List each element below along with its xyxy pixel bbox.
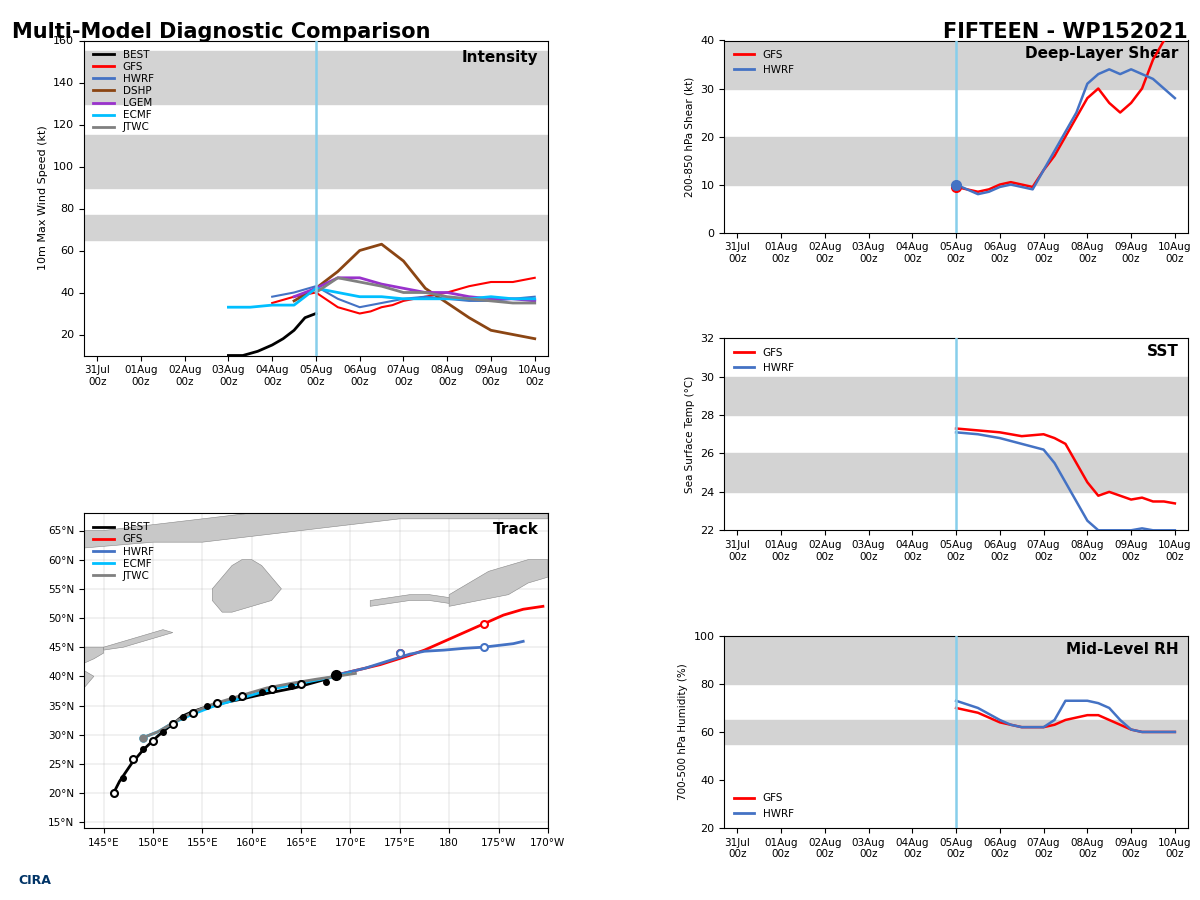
Polygon shape	[371, 595, 449, 607]
Y-axis label: 10m Max Wind Speed (kt): 10m Max Wind Speed (kt)	[37, 126, 48, 270]
Legend: GFS, HWRF: GFS, HWRF	[730, 46, 798, 79]
Bar	[84, 135, 548, 187]
Text: Track: Track	[493, 522, 539, 537]
Y-axis label: 200-850 hPa Shear (kt): 200-850 hPa Shear (kt)	[685, 76, 695, 197]
Bar	[84, 215, 548, 240]
Polygon shape	[54, 647, 103, 670]
Legend: BEST, GFS, HWRF, ECMF, JTWC: BEST, GFS, HWRF, ECMF, JTWC	[89, 518, 157, 585]
Bar	[724, 376, 1188, 415]
Legend: GFS, HWRF: GFS, HWRF	[730, 789, 798, 823]
Polygon shape	[212, 560, 281, 612]
Polygon shape	[0, 670, 94, 729]
Bar	[724, 720, 1188, 744]
Polygon shape	[103, 630, 173, 650]
Text: FIFTEEN - WP152021: FIFTEEN - WP152021	[943, 22, 1188, 42]
Text: Mid-Level RH: Mid-Level RH	[1066, 642, 1178, 657]
Bar	[724, 636, 1188, 684]
Text: Intensity: Intensity	[462, 50, 539, 65]
Bar	[724, 454, 1188, 492]
Text: Multi-Model Diagnostic Comparison: Multi-Model Diagnostic Comparison	[12, 22, 431, 42]
Bar	[84, 51, 548, 104]
Y-axis label: 700-500 hPa Humidity (%): 700-500 hPa Humidity (%)	[678, 663, 688, 800]
Polygon shape	[449, 560, 548, 607]
Text: CIRA: CIRA	[18, 874, 50, 886]
Polygon shape	[54, 607, 84, 642]
Legend: GFS, HWRF: GFS, HWRF	[730, 344, 798, 377]
Polygon shape	[84, 513, 548, 548]
Legend: BEST, GFS, HWRF, DSHP, LGEM, ECMF, JTWC: BEST, GFS, HWRF, DSHP, LGEM, ECMF, JTWC	[89, 46, 157, 137]
Text: Deep-Layer Shear: Deep-Layer Shear	[1025, 46, 1178, 61]
Bar	[724, 137, 1188, 184]
Y-axis label: Sea Surface Temp (°C): Sea Surface Temp (°C)	[685, 375, 695, 493]
Bar	[724, 40, 1188, 88]
Text: SST: SST	[1147, 344, 1178, 359]
